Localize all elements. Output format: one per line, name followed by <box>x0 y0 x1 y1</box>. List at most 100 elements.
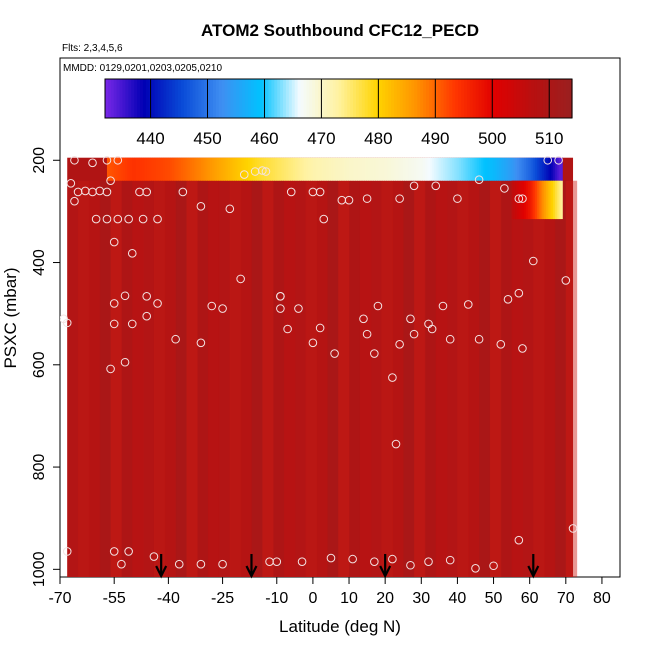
heatmap-cell <box>320 157 323 181</box>
observation-point <box>568 524 578 533</box>
heatmap-column <box>468 180 480 577</box>
colorbar-cell <box>154 79 159 118</box>
heatmap-cell <box>394 157 397 181</box>
heatmap-cell <box>556 157 560 181</box>
heatmap-column <box>511 180 523 577</box>
heatmap-column <box>305 180 318 577</box>
heatmap-cell <box>153 157 157 181</box>
heatmap-cell <box>527 157 531 181</box>
observation-point <box>474 334 484 344</box>
heatmap-cell <box>350 157 354 181</box>
heatmap-cell <box>237 157 240 181</box>
observation-point <box>149 552 159 561</box>
colorbar-cell <box>545 79 550 118</box>
colorbar-cell <box>227 79 232 118</box>
colorbar-cell <box>507 79 512 118</box>
heatmap-cell <box>363 157 366 181</box>
observation-point <box>315 323 325 333</box>
heatmap-column <box>284 180 296 577</box>
heatmap-cell <box>470 157 473 181</box>
heatmap-cell <box>287 157 291 181</box>
heatmap-background <box>67 157 574 577</box>
heatmap-cell <box>352 157 356 181</box>
observation-point <box>373 301 383 311</box>
heatmap-cell <box>262 157 265 181</box>
heatmap-column <box>143 180 155 577</box>
colorbar-cell <box>183 79 188 118</box>
observation-point <box>120 291 130 301</box>
observation-point <box>503 295 513 304</box>
heatmap-cell <box>453 157 457 181</box>
colorbar-cell <box>218 79 223 118</box>
heatmap-cell <box>448 157 451 181</box>
colorbar-cell <box>291 79 296 118</box>
heatmap-cell <box>515 180 518 220</box>
colorbar-cell <box>131 79 135 118</box>
heatmap-cell <box>213 157 216 181</box>
heatmap-cell <box>540 180 543 220</box>
heatmap-cell <box>520 180 524 220</box>
colorbar-cell <box>405 79 410 118</box>
heatmap-cell <box>123 157 126 181</box>
colorbar-cell <box>443 79 448 118</box>
heatmap-cell <box>195 157 198 181</box>
heatmap-cell <box>419 157 422 181</box>
heatmap-column <box>262 180 274 577</box>
heatmap-column <box>424 180 437 577</box>
x-tick-label: 70 <box>557 590 575 607</box>
colorbar-cell <box>288 79 293 118</box>
x-tick-label: 60 <box>521 590 539 607</box>
observation-point <box>218 559 227 569</box>
colorbar-cell <box>519 79 523 118</box>
observation-point <box>359 314 368 324</box>
colorbar-cell <box>510 79 515 118</box>
heatmap-cell <box>356 157 359 181</box>
heatmap-column <box>381 180 393 577</box>
heatmap-cell <box>388 157 392 181</box>
heatmap-column <box>489 180 502 577</box>
x-tick-label: -70 <box>48 590 71 607</box>
observation-point <box>286 187 296 197</box>
heatmap-column <box>132 180 144 577</box>
heatmap-cell <box>215 157 218 181</box>
heatmap-cell <box>497 157 500 181</box>
colorbar-cell <box>274 79 278 118</box>
colorbar-cell <box>318 79 322 118</box>
colorbar-cell <box>566 79 570 118</box>
colorbar-cell <box>437 79 442 118</box>
heatmap-cell <box>544 180 547 220</box>
colorbar-cell <box>110 79 115 118</box>
heatmap-cell <box>323 157 327 181</box>
heatmap-cell <box>191 157 195 181</box>
observation-point <box>431 181 441 191</box>
observation-point <box>142 311 152 321</box>
heatmap-cell <box>108 157 112 181</box>
heatmap-cell <box>533 180 536 220</box>
colorbar-cell <box>534 79 538 118</box>
colorbar-cell <box>335 79 340 118</box>
heatmap-cell <box>500 157 504 181</box>
colorbar-cell <box>189 79 194 118</box>
heatmap-cell <box>498 157 502 181</box>
heatmap-cell <box>529 157 533 181</box>
observation-point <box>91 214 101 224</box>
heatmap-cell <box>354 157 357 181</box>
heatmap-cell <box>235 157 238 181</box>
heatmap-cell <box>513 180 516 220</box>
observation-point <box>319 214 329 224</box>
chart-title: ATOM2 Southbound CFC12_PECD <box>201 21 479 40</box>
colorbar-cell <box>186 79 191 118</box>
colorbar-cell <box>277 79 281 118</box>
colorbar-cell <box>142 79 147 118</box>
x-tick-label: 50 <box>485 590 503 607</box>
heatmap-cell <box>529 180 533 220</box>
colorbar-cell <box>215 79 220 118</box>
heatmap-cell <box>367 157 370 181</box>
heatmap-cell <box>486 157 489 181</box>
colorbar-cell <box>326 79 331 118</box>
heatmap-cell <box>224 157 227 181</box>
observation-point <box>463 300 473 309</box>
heatmap-cell <box>229 157 233 181</box>
observation-point <box>261 167 271 176</box>
x-axis: -70 -55 -40 -25 -10 0 10 20 30 40 50 60 70 80 <box>48 577 611 607</box>
